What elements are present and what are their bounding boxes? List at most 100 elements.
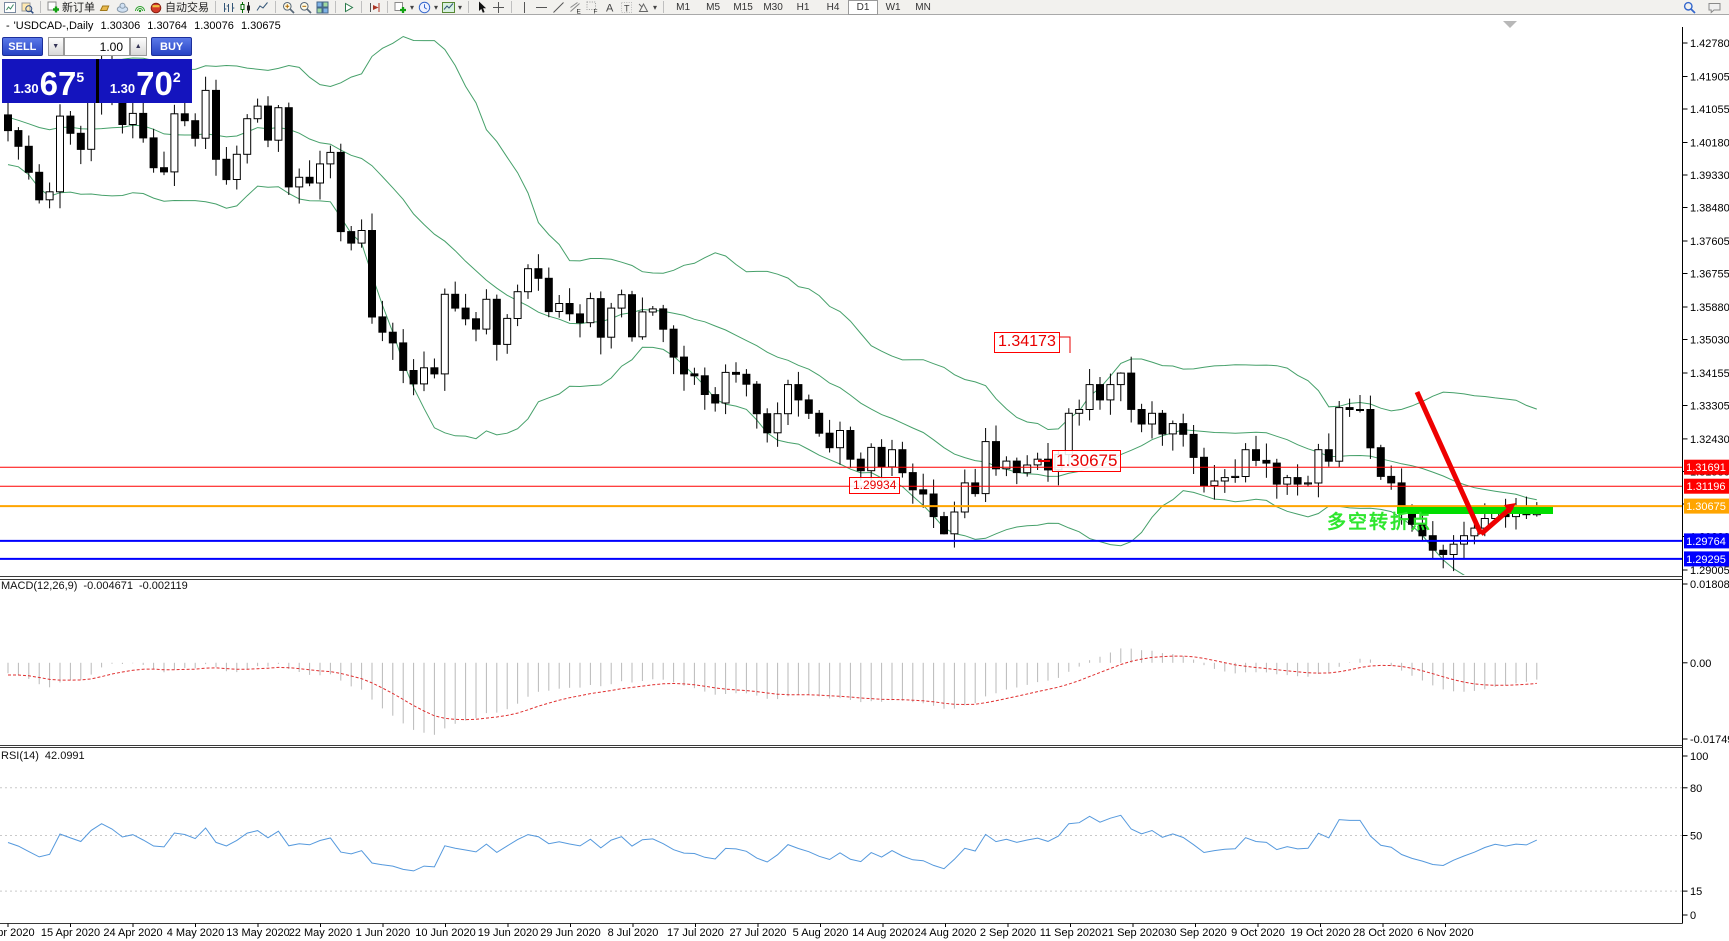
svg-text:1 Jun 2020: 1 Jun 2020 xyxy=(356,927,410,939)
svg-text:1.38480: 1.38480 xyxy=(1690,203,1729,215)
deposit-button[interactable] xyxy=(97,0,114,14)
auto-trading-button[interactable]: 自动交易 xyxy=(148,0,211,14)
svg-text:21 Sep 2020: 21 Sep 2020 xyxy=(1102,927,1164,939)
svg-text:13 May 2020: 13 May 2020 xyxy=(226,927,290,939)
svg-text:0.018083: 0.018083 xyxy=(1690,579,1729,591)
volume-increase-button[interactable]: ▲ xyxy=(130,37,147,56)
horizontal-line-button[interactable] xyxy=(533,0,550,14)
macd-name: MACD(12,26,9) xyxy=(1,580,78,592)
buy-button[interactable]: BUY xyxy=(151,37,192,56)
annotation-high-price[interactable]: 1.34173 xyxy=(994,332,1060,353)
bar-chart-button[interactable] xyxy=(220,0,237,14)
toolbar-separator xyxy=(275,1,276,13)
vertical-line-button[interactable] xyxy=(516,0,533,14)
svg-text:50: 50 xyxy=(1690,831,1702,843)
fibonacci-button[interactable]: E xyxy=(567,0,584,14)
toolbar-separator xyxy=(468,1,470,13)
annotation-low-price[interactable]: 1.29934 xyxy=(849,477,901,494)
ohlc-close: 1.30675 xyxy=(240,20,281,32)
line-chart-button[interactable] xyxy=(254,0,271,14)
cursor-button[interactable] xyxy=(473,0,490,14)
svg-text:17 Jul 2020: 17 Jul 2020 xyxy=(667,927,724,939)
svg-text:2 Sep 2020: 2 Sep 2020 xyxy=(980,927,1036,939)
toolbar-separator xyxy=(387,1,388,13)
timeframe-h1-button[interactable]: H1 xyxy=(796,1,810,13)
chart-shift-button[interactable] xyxy=(366,0,383,14)
svg-text:6 Nov 2020: 6 Nov 2020 xyxy=(1417,927,1473,939)
chart-canvas[interactable]: 1.42780 1.41905 1.41055 1.40180 1.39330 1.384… xyxy=(0,15,1729,941)
text-label-button[interactable]: T xyxy=(618,0,635,14)
buy-price-point: 2 xyxy=(172,69,181,85)
svg-text:1.33305: 1.33305 xyxy=(1690,401,1729,413)
timeframe-w1-button[interactable]: W1 xyxy=(885,1,901,13)
chart-window-button[interactable] xyxy=(2,0,19,14)
arrows-button[interactable]: ▾ xyxy=(635,0,659,14)
toolbar-separator xyxy=(215,1,216,13)
svg-text:100: 100 xyxy=(1690,751,1708,763)
candlestick-chart-button[interactable] xyxy=(237,0,254,14)
svg-text:22 May 2020: 22 May 2020 xyxy=(289,927,353,939)
svg-text:4 May 2020: 4 May 2020 xyxy=(167,927,224,939)
svg-text:6 Apr 2020: 6 Apr 2020 xyxy=(0,927,35,939)
svg-text:1.30675: 1.30675 xyxy=(1686,501,1726,513)
toolbar-separator xyxy=(361,1,362,13)
account-button[interactable] xyxy=(114,0,131,14)
signals-button[interactable] xyxy=(131,0,148,14)
timeframe-h4-button[interactable]: H4 xyxy=(826,1,840,13)
zoom-out-button[interactable] xyxy=(297,0,314,14)
svg-text:1.31196: 1.31196 xyxy=(1687,481,1726,493)
svg-text:1.41055: 1.41055 xyxy=(1690,104,1729,116)
svg-text:F: F xyxy=(594,8,598,14)
timeframe-m30-button[interactable]: M30 xyxy=(763,1,783,13)
crosshair-button[interactable] xyxy=(490,0,507,14)
ohlc-open: 1.30306 xyxy=(100,20,141,32)
svg-text:1.32430: 1.32430 xyxy=(1690,434,1729,446)
sell-price-display[interactable]: 1.30 67 5 xyxy=(2,59,96,103)
macd-label: MACD(12,26,9) -0.004671 -0.002119 xyxy=(1,580,194,592)
svg-text:1.29005: 1.29005 xyxy=(1690,565,1729,577)
main-toolbar: 新订单 自动交易 ▾ ▾ ▾ E F A T ▾ M1 M5 M15 M30 H1 H4 D1 W1 MN xyxy=(0,0,1729,15)
zoom-in-button[interactable] xyxy=(280,0,297,14)
svg-text:19 Jun 2020: 19 Jun 2020 xyxy=(478,927,539,939)
auto-scroll-button[interactable] xyxy=(340,0,357,14)
svg-text:1.37605: 1.37605 xyxy=(1690,236,1729,248)
text-button[interactable]: A xyxy=(601,0,618,14)
svg-text:19 Oct 2020: 19 Oct 2020 xyxy=(1291,927,1351,939)
volume-decrease-button[interactable]: ▼ xyxy=(47,37,64,56)
sell-button[interactable]: SELL xyxy=(2,37,43,56)
svg-text:1.31691: 1.31691 xyxy=(1686,462,1726,474)
timeframe-m15-button[interactable]: M15 xyxy=(733,1,753,13)
tile-windows-button[interactable] xyxy=(314,0,331,14)
svg-text:1.40180: 1.40180 xyxy=(1690,138,1729,150)
trendline-button[interactable] xyxy=(550,0,567,14)
svg-text:E: E xyxy=(577,8,582,14)
rsi-name: RSI(14) xyxy=(1,750,39,762)
toolbar-separator xyxy=(335,1,336,13)
chat-button[interactable] xyxy=(1706,0,1723,14)
timeframe-m1-button[interactable]: M1 xyxy=(676,1,691,13)
svg-text:14 Aug 2020: 14 Aug 2020 xyxy=(852,927,914,939)
ohlc-high: 1.30764 xyxy=(147,20,188,32)
periods-button[interactable]: ▾ xyxy=(416,0,440,14)
templates-button[interactable]: ▾ xyxy=(440,0,464,14)
search-button[interactable] xyxy=(1681,0,1698,14)
timeframe-d1-button[interactable]: D1 xyxy=(848,0,879,15)
buy-price-display[interactable]: 1.30 70 2 xyxy=(98,59,192,103)
timeframe-mn-button[interactable]: MN xyxy=(915,1,931,13)
svg-text:30 Sep 2020: 30 Sep 2020 xyxy=(1164,927,1226,939)
timeframe-m5-button[interactable]: M5 xyxy=(706,1,721,13)
one-click-trade-panel: SELL ▼ 1.00 ▲ BUY 1.30 67 5 1.30 70 2 xyxy=(2,37,192,103)
annotation-pivot-price[interactable]: 1.30675 xyxy=(1052,450,1122,472)
new-order-button[interactable]: 新订单 xyxy=(45,0,97,14)
svg-text:0.00: 0.00 xyxy=(1690,658,1711,670)
sell-price-point: 5 xyxy=(76,69,85,85)
svg-text:15: 15 xyxy=(1690,886,1702,898)
indicators-button[interactable]: ▾ xyxy=(392,0,416,14)
svg-text:1.41905: 1.41905 xyxy=(1690,72,1729,84)
volume-input[interactable]: 1.00 xyxy=(64,37,130,56)
equidistant-channel-button[interactable]: F xyxy=(584,0,601,14)
annotation-pivot-text[interactable]: 多空转折点 xyxy=(1327,512,1433,533)
svg-text:1.35030: 1.35030 xyxy=(1690,335,1729,347)
macd-main-value: -0.004671 xyxy=(83,580,133,592)
market-watch-button[interactable] xyxy=(19,0,36,14)
